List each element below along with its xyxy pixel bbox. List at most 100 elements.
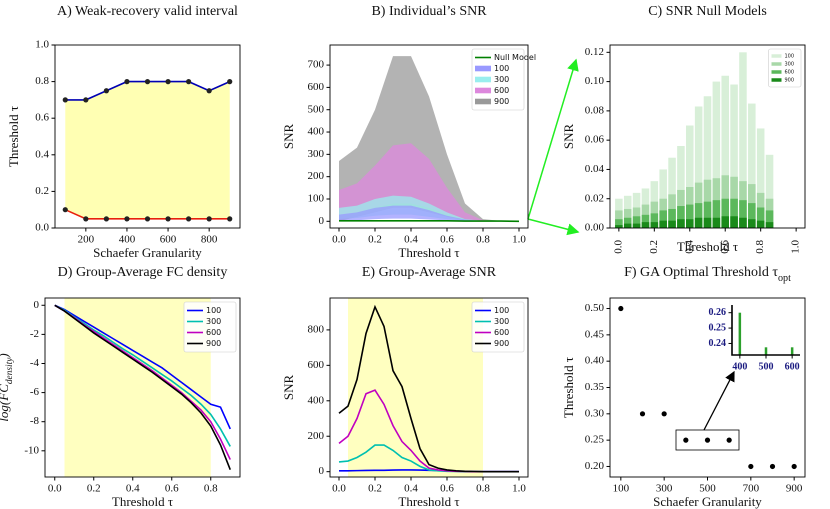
y-tick-label: 0.45: [585, 328, 605, 340]
y-axis-label-part: SNR: [281, 375, 296, 401]
bar: [721, 75, 729, 228]
bar: [641, 222, 650, 228]
x-tick-label: 0.6: [440, 234, 454, 246]
bar: [668, 208, 676, 228]
y-axis-label: SNR: [281, 124, 296, 150]
y-tick-label: -8: [30, 415, 40, 427]
x-tick-label: 1.0: [790, 240, 802, 254]
bar: [712, 217, 721, 228]
legend-frame: [471, 48, 525, 111]
x-tick-label: 400: [119, 234, 136, 246]
bar: [748, 203, 756, 228]
y-tick-label: 0.25: [709, 322, 727, 333]
point: [165, 216, 171, 222]
bar: [694, 203, 703, 228]
line: [338, 304, 519, 473]
x-tick-label: 0.2: [648, 240, 660, 254]
y-tick-label: 0.2: [35, 185, 49, 197]
legend-swatch: [771, 78, 782, 82]
x-tick-label: 0.8: [476, 234, 490, 246]
x-axis-label-part: Threshold τ: [677, 239, 738, 254]
bar: [659, 210, 667, 228]
y-tick-label: 600: [308, 81, 325, 93]
x-tick-label: 0.0: [612, 240, 624, 254]
y-tick-label: 0: [319, 465, 325, 477]
y-axis-label: Threshold τ: [6, 106, 21, 167]
legend-label: 600: [206, 328, 221, 337]
point: [62, 97, 68, 103]
plot-frame: [329, 44, 529, 229]
bar: [677, 219, 685, 228]
zoom-box: [675, 429, 740, 451]
legend-label: 600: [494, 86, 509, 95]
plot-frame: [54, 44, 241, 229]
y-tick-label: 200: [308, 170, 325, 182]
chart-title-part: opt: [778, 273, 791, 284]
point: [769, 463, 776, 470]
legend-label: 100: [206, 306, 221, 315]
y-tick-label: 700: [308, 59, 325, 71]
legend-label: 300: [206, 317, 221, 326]
y-axis-label-part: SNR: [281, 124, 296, 150]
y-axis-label-part: Threshold τ: [561, 357, 576, 418]
bar: [650, 213, 659, 228]
y-tick-label: 0.02: [585, 192, 604, 204]
bar: [703, 96, 712, 229]
point: [124, 79, 130, 85]
x-tick-label: 0.4: [126, 483, 140, 495]
point: [83, 216, 89, 222]
x-tick-label: 0.0: [332, 234, 346, 246]
x-tick-label: 200: [78, 234, 95, 246]
x-tick-label: 0.4: [404, 483, 418, 495]
x-tick-label: 800: [201, 234, 218, 246]
bar: [677, 146, 685, 228]
chart-title-part: B) Individual’s SNR: [371, 4, 487, 19]
x-tick-label: 0.2: [368, 234, 382, 246]
legend-label: 300: [494, 75, 509, 84]
chart-title: D) Group-Average FC density: [58, 265, 228, 280]
point: [144, 216, 151, 222]
plot-frame: [329, 297, 529, 478]
chart-title-part: E) Group-Average SNR: [362, 265, 497, 280]
bar: [623, 223, 632, 228]
point: [206, 88, 212, 94]
y-tick-label: 0: [319, 215, 325, 227]
legend-label: 900: [494, 97, 509, 106]
bar: [623, 217, 632, 228]
x-tick-label: 700: [743, 483, 760, 495]
bar: [765, 210, 774, 228]
y-tick-label: 300: [308, 148, 325, 160]
bar: [641, 214, 650, 228]
legend-label: 900: [494, 339, 509, 348]
y-tick-label: 100: [308, 193, 325, 205]
y-tick-label: 0.40: [585, 355, 605, 367]
point: [639, 411, 646, 417]
y-tick-label: 0.12: [585, 46, 604, 58]
x-axis-label-part: Threshold τ: [398, 494, 459, 509]
bar: [650, 222, 659, 228]
x-tick-label: 0.6: [165, 483, 179, 495]
y-axis-label-part: Threshold τ: [6, 106, 21, 167]
y-tick-label: 1.0: [35, 39, 49, 51]
x-tick-label: 0.8: [476, 483, 490, 495]
y-axis-label: log(FCdensity): [0, 353, 15, 421]
chart-title-part: C) SNR Null Models: [648, 4, 767, 19]
bar: [748, 103, 756, 228]
point: [124, 216, 130, 222]
point: [62, 207, 68, 213]
y-tick-label: 0.8: [35, 75, 49, 87]
bar: [730, 216, 738, 228]
bar: [748, 219, 756, 228]
y-axis-label-part: ): [0, 353, 11, 358]
y-tick-label: 200: [308, 430, 325, 442]
x-tick-label: 600: [160, 234, 177, 246]
bar: [659, 220, 667, 228]
legend-label: 100: [785, 54, 795, 60]
x-tick-label: 0.8: [204, 483, 218, 495]
bar: [694, 106, 703, 228]
bar: [730, 198, 738, 228]
bar: [686, 219, 694, 228]
legend-label: Null Model: [494, 53, 536, 62]
y-tick-label: 0.35: [585, 381, 605, 393]
